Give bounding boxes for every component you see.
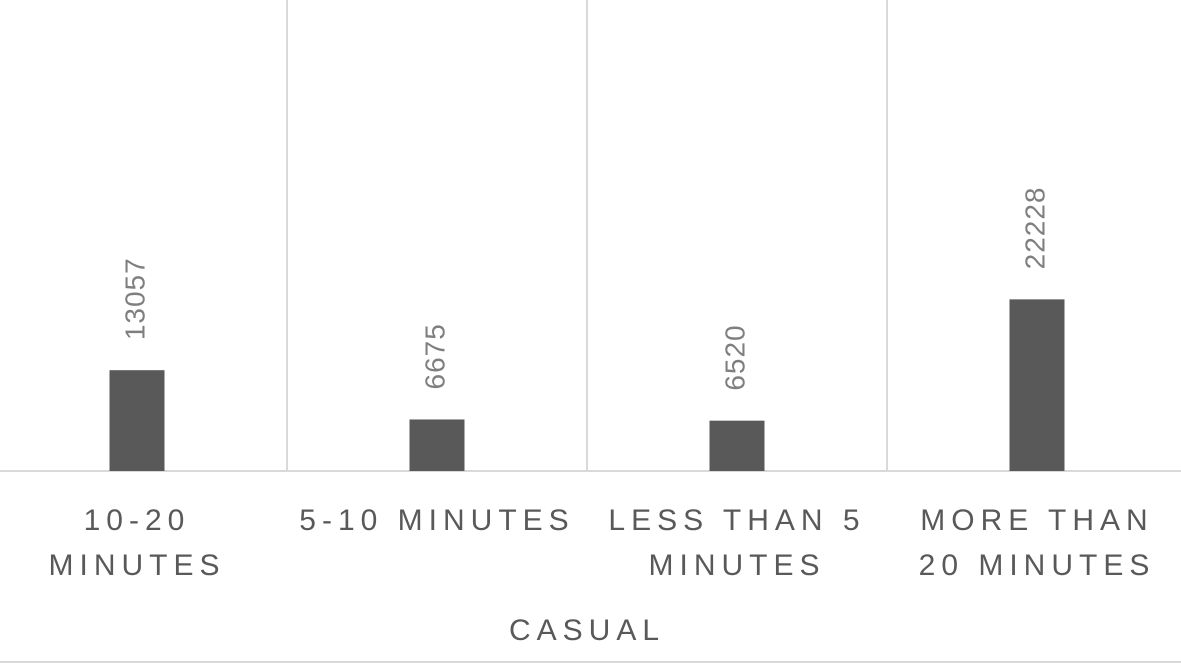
x-tick-label: 10-20 MINUTES bbox=[48, 504, 226, 582]
x-tick-label: 5-10 MINUTES bbox=[299, 504, 575, 537]
data-label: 22228 bbox=[1019, 186, 1050, 269]
x-tick-label: LESS THAN 5 MINUTES bbox=[608, 504, 866, 582]
x-tick-label: MORE THAN 20 MINUTES bbox=[918, 504, 1156, 582]
data-label: 6675 bbox=[419, 323, 450, 389]
bar bbox=[409, 419, 465, 471]
bar bbox=[1009, 299, 1065, 471]
bar bbox=[109, 370, 165, 471]
data-label: 13057 bbox=[119, 257, 150, 340]
data-label: 6520 bbox=[719, 324, 750, 390]
bar bbox=[709, 420, 765, 471]
group-label: CASUAL bbox=[508, 614, 666, 647]
